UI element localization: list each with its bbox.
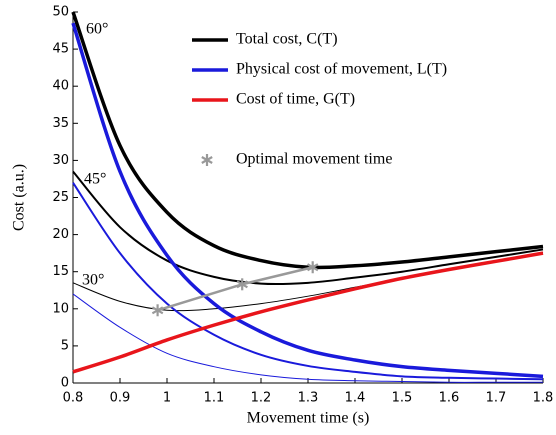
curve [72, 293, 543, 383]
asterisk-marker [306, 261, 319, 274]
y-tick-label: 45 [52, 42, 69, 57]
asterisk-marker [151, 304, 164, 317]
y-tick-label: 0 [61, 376, 69, 391]
legend-label: Physical cost of movement, L(T) [236, 61, 447, 78]
x-tick-label: 1.1 [204, 391, 225, 406]
y-tick-label: 40 [52, 79, 69, 94]
y-tick-label: 10 [52, 301, 69, 316]
x-tick-label: 1.8 [533, 391, 554, 406]
asterisk-marker [236, 278, 248, 291]
curve [72, 251, 544, 374]
annotation: 30° [82, 272, 104, 289]
x-tick-label: 1.3 [298, 391, 319, 406]
asterisk-stroke [306, 263, 319, 272]
y-axis-label: Cost (a.u.) [11, 164, 28, 231]
legend-label: Total cost, C(T) [236, 31, 338, 48]
legend-label: Cost of time, G(T) [236, 91, 355, 108]
y-tick-label: 20 [52, 227, 69, 242]
y-tick-label: 15 [52, 264, 69, 279]
curve [72, 170, 544, 286]
asterisk-stroke [151, 306, 164, 315]
x-tick-label: 1.7 [486, 391, 507, 406]
annotation: 60° [86, 21, 108, 38]
y-tick-label: 25 [52, 190, 69, 205]
curve [71, 22, 544, 379]
y-tick-label: 5 [61, 338, 69, 353]
x-tick-label: 1.2 [251, 391, 272, 406]
asterisk-marker [201, 154, 213, 166]
x-axis-label: Movement time (s) [247, 410, 370, 427]
y-tick-label: 35 [52, 116, 69, 131]
annotation: 45° [84, 171, 106, 188]
x-tick-label: 0.9 [110, 391, 131, 406]
legend-label: Optimal movement time [236, 151, 392, 168]
y-tick-label: 50 [52, 5, 69, 20]
asterisk-stroke [236, 280, 248, 289]
x-tick-label: 1.6 [439, 391, 460, 406]
x-tick-label: 0.8 [63, 391, 84, 406]
x-tick-label: 1.4 [345, 391, 366, 406]
y-tick-label: 30 [52, 153, 69, 168]
x-tick-label: 1 [163, 391, 171, 406]
curve [71, 11, 544, 270]
curve [72, 182, 544, 381]
asterisk-stroke [201, 156, 213, 164]
x-tick-label: 1.5 [392, 391, 413, 406]
